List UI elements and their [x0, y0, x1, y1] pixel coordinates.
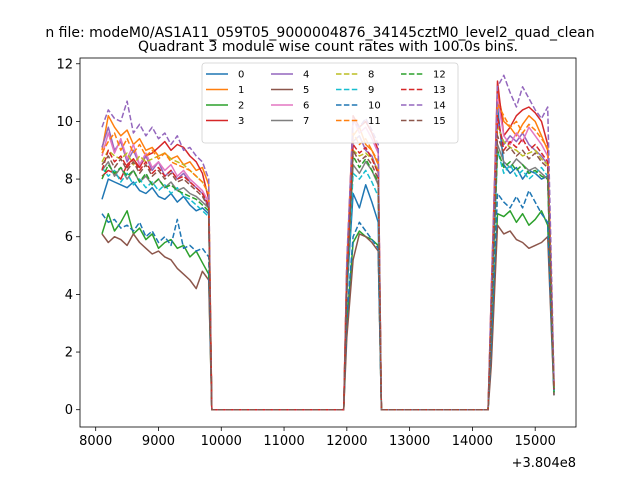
legend-label-13: 13: [433, 85, 446, 96]
y-tick-label-12: 12: [56, 57, 73, 72]
series-line-10: [101, 189, 555, 411]
x-tick-label-9000: 9000: [142, 434, 175, 449]
series-lines: [101, 74, 555, 411]
series-line-2: [101, 210, 555, 411]
legend-label-2: 2: [238, 101, 244, 112]
x-tick-label-11000: 11000: [263, 434, 304, 449]
x-tick-label-12000: 12000: [326, 434, 367, 449]
y-tick-label-4: 4: [65, 288, 73, 303]
legend-label-8: 8: [368, 70, 374, 81]
legend-label-9: 9: [368, 85, 374, 96]
x-tick-label-10000: 10000: [201, 434, 242, 449]
legend-label-3: 3: [238, 116, 244, 127]
legend-label-11: 11: [368, 116, 381, 127]
x-tick-label-14000: 14000: [452, 434, 493, 449]
axes-frame: [79, 57, 577, 428]
series-line-14: [101, 74, 555, 411]
legend-label-14: 14: [433, 101, 446, 112]
series-line-5: [101, 224, 555, 411]
legend-label-10: 10: [368, 101, 381, 112]
series-line-11: [101, 103, 555, 411]
legend-label-6: 6: [303, 101, 309, 112]
legend-label-15: 15: [433, 116, 446, 127]
series-line-15: [101, 135, 555, 411]
figure-suptitle: n file: modeM0/AS1A11_059T05_9000004876_…: [45, 25, 594, 41]
legend-label-0: 0: [238, 70, 244, 81]
series-line-13: [101, 114, 555, 411]
legend-frame: [201, 62, 459, 144]
series-line-4: [101, 120, 555, 411]
x-tick-label-13000: 13000: [389, 434, 430, 449]
x-tick-label-15000: 15000: [515, 434, 556, 449]
y-tick-label-6: 6: [65, 230, 73, 245]
legend-label-1: 1: [238, 85, 244, 96]
legend-label-5: 5: [303, 85, 309, 96]
series-line-8: [101, 126, 555, 411]
series-line-9: [101, 149, 555, 411]
chart-title: Quadrant 3 module wise count rates with …: [138, 39, 518, 55]
series-line-0: [101, 106, 555, 411]
y-tick-label-2: 2: [65, 346, 73, 361]
legend-label-12: 12: [433, 70, 446, 81]
x-tick-label-8000: 8000: [79, 434, 112, 449]
y-tick-label-8: 8: [65, 173, 73, 188]
x-axis-offset-label: +3.804e8: [512, 456, 576, 471]
plot-area: 8000 9000 10000 11000 12000 13000 14000 15000 0 2…: [56, 57, 577, 449]
legend-label-4: 4: [303, 70, 309, 81]
series-line-12: [101, 149, 555, 411]
series-line-6: [101, 97, 555, 411]
y-tick-label-0: 0: [65, 403, 73, 418]
legend-label-7: 7: [303, 116, 309, 127]
y-tick-label-10: 10: [56, 115, 73, 130]
series-line-7: [101, 143, 555, 411]
